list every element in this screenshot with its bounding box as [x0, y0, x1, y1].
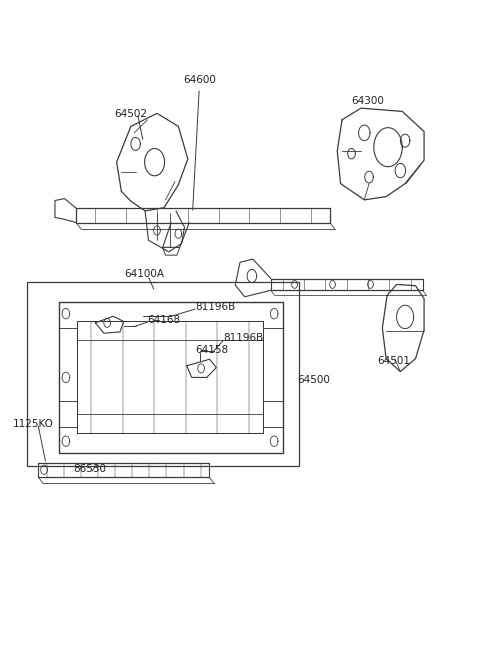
- Text: 64100A: 64100A: [124, 269, 164, 279]
- Text: 1125KO: 1125KO: [13, 419, 54, 429]
- Text: 81196B: 81196B: [223, 333, 264, 343]
- Text: 64502: 64502: [114, 109, 147, 119]
- Bar: [26, 283, 300, 466]
- Text: 64168: 64168: [147, 315, 180, 325]
- Text: 64600: 64600: [183, 75, 216, 210]
- Text: 64501: 64501: [378, 356, 410, 366]
- Text: 64300: 64300: [351, 96, 384, 106]
- Text: 86530: 86530: [73, 464, 106, 474]
- Text: 64500: 64500: [297, 375, 330, 385]
- Text: 64158: 64158: [195, 344, 228, 355]
- Text: 81196B: 81196B: [195, 302, 235, 312]
